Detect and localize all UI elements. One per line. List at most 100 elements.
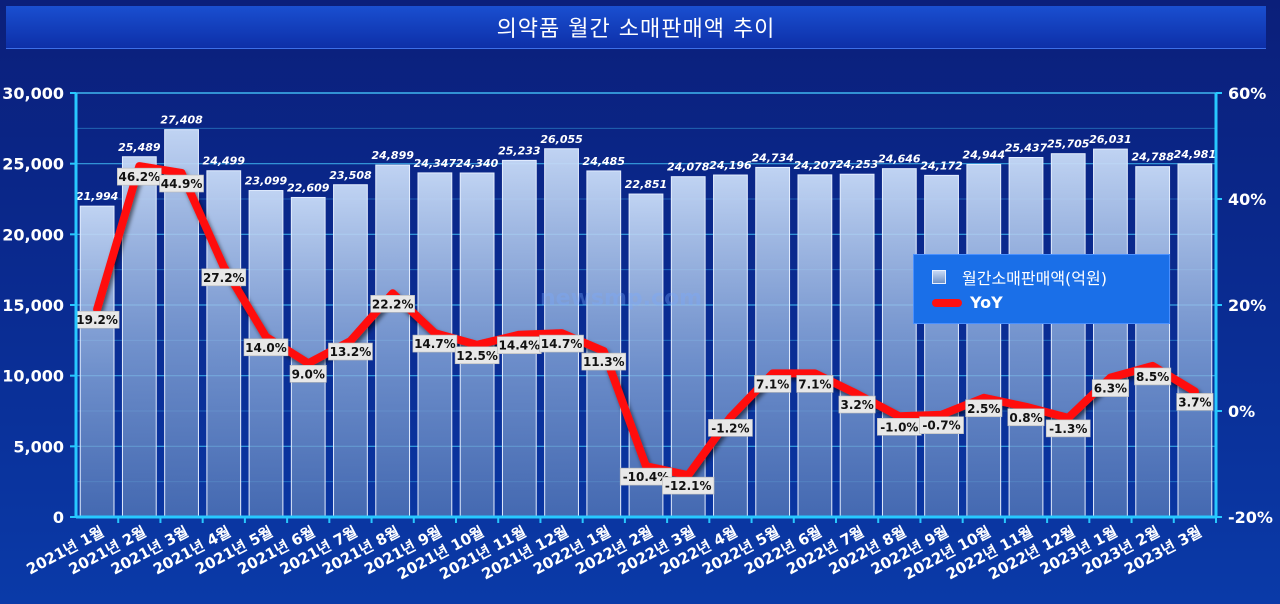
yoy-label-text: 3.2% <box>840 398 873 412</box>
bar-value-labels: 21,994 25,489 27,408 24,499 23,09922,60923,5… <box>76 114 1216 204</box>
bar <box>79 205 115 518</box>
yoy-label-text: 14.7% <box>541 337 583 351</box>
bar-value-label: 26,031 <box>1089 133 1131 146</box>
yoy-label-box <box>965 399 1003 418</box>
yoy-label-text: -10.4% <box>623 470 670 484</box>
bar-value-label: 23,099 <box>245 175 288 188</box>
bar-value-label: 24,196 <box>709 159 752 172</box>
bar-value-label: 24,207 <box>794 159 837 172</box>
y-left-tick-label: 5,000 <box>13 437 64 456</box>
bar <box>881 168 917 518</box>
yoy-value-label: 8.5% <box>1134 367 1172 386</box>
legend-bar-label: 월간소매판매액(억원) <box>962 269 1107 288</box>
bar <box>713 174 748 518</box>
yoy-label-text: 19.2% <box>76 313 118 327</box>
y-right-tick-label: 60% <box>1228 84 1266 103</box>
yoy-label-text: 13.2% <box>330 345 372 359</box>
bar-value-label: 24,485 <box>583 155 626 168</box>
yoy-value-label: -10.4% <box>619 467 673 486</box>
yoy-label-box <box>919 416 964 435</box>
legend-item-bar: 월간소매판매액(억원) <box>932 265 1107 289</box>
legend-line-swatch <box>932 298 962 307</box>
yoy-label-box <box>619 467 673 486</box>
yoy-label-text: -1.0% <box>880 420 918 434</box>
y-right-tick-label: 0% <box>1228 402 1255 421</box>
yoy-label-text: 3.7% <box>1178 395 1211 409</box>
bar-value-label: 26,055 <box>540 133 583 146</box>
yoy-value-label: -12.1% <box>662 476 715 495</box>
yoy-label-box <box>454 346 500 365</box>
bar-value-label: 21,994 <box>76 190 118 203</box>
yoy-label-text: 11.3% <box>583 355 625 369</box>
yoy-label-text: 7.1% <box>798 377 831 391</box>
yoy-label-text: -0.7% <box>922 419 960 433</box>
bar-value-label: 24,981 <box>1174 148 1216 161</box>
yoy-value-label: 6.3% <box>1091 379 1129 397</box>
yoy-label-text: -1.3% <box>1049 422 1087 436</box>
yoy-label-text: 9.0% <box>292 367 325 381</box>
bar-value-label: 27,408 <box>160 114 203 127</box>
y-left-tick-label: 20,000 <box>2 225 64 244</box>
yoy-label-box <box>1176 393 1214 411</box>
yoy-value-label: 46.2% <box>117 167 162 186</box>
yoy-label-box <box>796 375 834 393</box>
yoy-label-text: 7.1% <box>756 377 789 391</box>
yoy-label-box <box>838 395 876 414</box>
yoy-value-label: -1.2% <box>708 419 753 437</box>
yoy-value-label: -0.7% <box>919 416 964 435</box>
y-left-tick-label: 25,000 <box>2 155 64 174</box>
yoy-value-label: 3.7% <box>1176 393 1214 411</box>
y-left-tick-label: 15,000 <box>2 296 64 315</box>
yoy-label-text: -1.2% <box>711 421 749 435</box>
bar <box>797 174 833 518</box>
yoy-label-text: 12.5% <box>456 349 498 363</box>
yoy-label-text: 14.4% <box>499 339 541 353</box>
bar-value-label: 25,233 <box>498 144 541 157</box>
yoy-label-text: 44.9% <box>161 177 203 191</box>
yoy-label-text: 22.2% <box>372 297 414 311</box>
yoy-value-label: 14.0% <box>243 338 289 357</box>
bar-value-label: 24,078 <box>667 161 710 174</box>
bar-value-label: 24,734 <box>751 151 793 164</box>
yoy-label-box <box>289 364 327 383</box>
yoy-value-label: -1.0% <box>877 417 922 436</box>
yoy-value-label: 7.1% <box>796 375 834 393</box>
yoy-value-label: -1.3% <box>1045 419 1091 438</box>
bar <box>206 170 242 518</box>
yoy-value-label: 12.5% <box>454 346 500 365</box>
yoy-label-box <box>662 476 715 495</box>
yoy-value-label: 14.7% <box>539 334 584 353</box>
yoy-value-label: 14.4% <box>497 336 542 354</box>
y-left-tick-label: 0 <box>53 508 64 527</box>
yoy-label-text: 27.2% <box>203 271 245 285</box>
bar <box>1177 163 1213 518</box>
yoy-label-box <box>243 338 289 357</box>
yoy-label-text: 14.7% <box>414 337 456 351</box>
yoy-label-box <box>370 295 415 313</box>
y-left-tick-label: 10,000 <box>2 367 64 386</box>
bar-value-label: 24,788 <box>1131 151 1174 164</box>
watermark: newsmp.com <box>540 286 703 311</box>
bar <box>1008 156 1044 518</box>
bar-value-label: 24,899 <box>371 149 414 162</box>
legend-bar-swatch <box>932 270 946 284</box>
bar-value-label: 24,340 <box>456 157 499 170</box>
yoy-label-box <box>1134 367 1172 386</box>
yoy-label-text: 46.2% <box>119 170 161 184</box>
yoy-value-label: 22.2% <box>370 295 415 313</box>
chart-title: 의약품 월간 소매판매액 추이 <box>6 6 1266 49</box>
yoy-label-box <box>1007 408 1045 427</box>
yoy-value-label: 27.2% <box>201 268 247 287</box>
yoy-value-label: 13.2% <box>328 342 373 361</box>
yoy-value-label: 44.9% <box>159 174 204 193</box>
legend-item-line: YoY <box>932 293 1003 312</box>
yoy-label-box <box>1091 379 1129 397</box>
yoy-label-box <box>754 375 792 393</box>
bar-value-label: 24,944 <box>963 148 1005 161</box>
yoy-label-text: 6.3% <box>1094 382 1127 396</box>
yoy-label-box <box>539 334 584 353</box>
chart-title-text: 의약품 월간 소매판매액 추이 <box>496 17 776 42</box>
bar-value-label: 22,851 <box>625 178 667 191</box>
yoy-label-box <box>412 334 458 353</box>
